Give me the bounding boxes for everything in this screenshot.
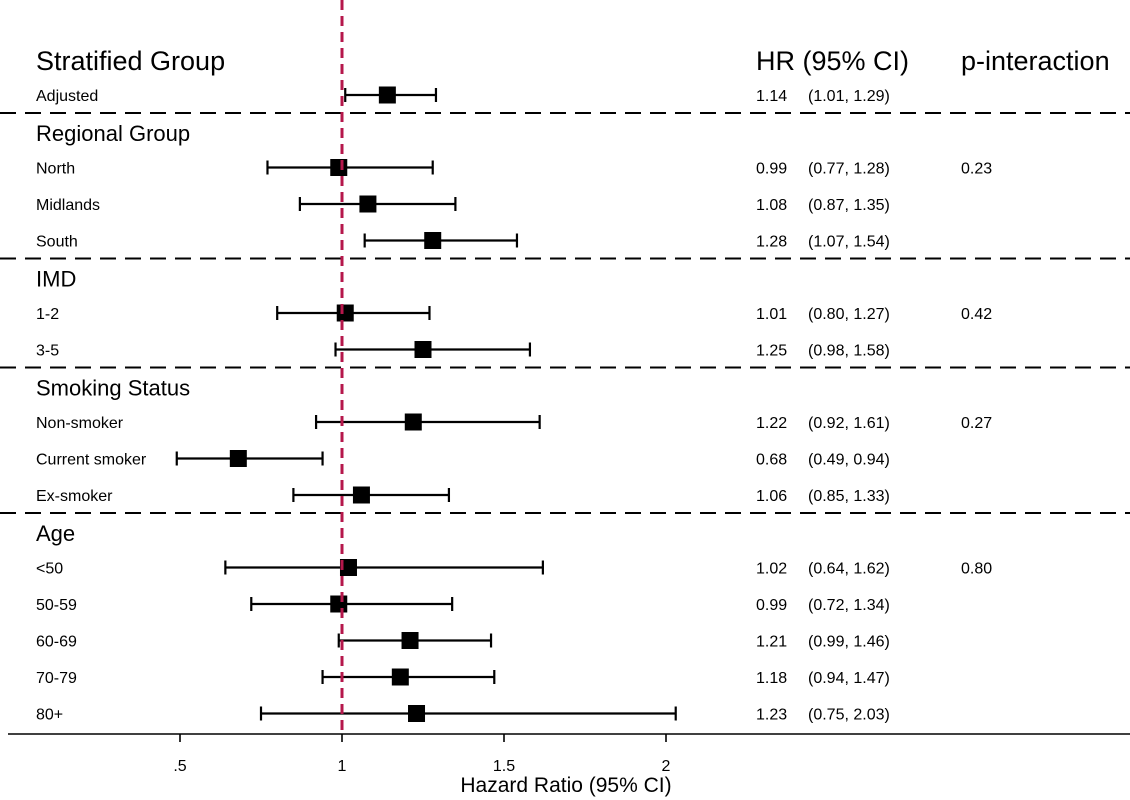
imd-3-5-row: 3-5 1.25 (0.98, 1.58) (36, 341, 890, 360)
age-80-ci-value: (0.75, 2.03) (808, 707, 890, 724)
x-tick-label: 1 (338, 758, 347, 775)
age-60-69-point (401, 632, 419, 649)
age-70-79-point (391, 668, 409, 686)
regional-group-north-ci-value: (0.77, 1.28) (808, 161, 890, 178)
header-stratified-group: Stratified Group (36, 46, 225, 76)
smoking-status-current-smoker-row: Current smoker 0.68 (0.49, 0.94) (36, 450, 890, 469)
age-60-69-label: 60-69 (36, 634, 77, 651)
smoking-status-ex-smoker-row: Ex-smoker 1.06 (0.85, 1.33) (36, 486, 890, 505)
adjusted-label: Adjusted (36, 88, 98, 105)
header-p-interaction: p-interaction (961, 46, 1110, 76)
age-50-59-ci-value: (0.72, 1.34) (808, 597, 890, 614)
rows-layer: Adjusted 1.14 (1.01, 1.29) Regional Group No… (0, 0, 1130, 734)
smoking-status-non-smoker-ci-value: (0.92, 1.61) (808, 415, 890, 432)
age-70-79-hr-value: 1.18 (756, 670, 787, 687)
smoking-status-non-smoker-point (404, 413, 422, 431)
imd-1-2-point (336, 304, 354, 322)
age-50-label: <50 (36, 561, 63, 578)
smoking-status-ex-smoker-hr-value: 1.06 (756, 488, 787, 505)
imd-1-2-hr-value: 1.01 (756, 306, 787, 323)
adjusted-hr-value: 1.14 (756, 88, 787, 105)
smoking-status-current-smoker-hr-value: 0.68 (756, 452, 787, 469)
group-title-imd: IMD (36, 267, 76, 292)
smoking-status-ex-smoker-ci-value: (0.85, 1.33) (808, 488, 890, 505)
age-70-79-label: 70-79 (36, 670, 77, 687)
age-70-79-row: 70-79 1.18 (0.94, 1.47) (36, 668, 890, 687)
regional-group-midlands-row: Midlands 1.08 (0.87, 1.35) (36, 195, 890, 214)
age-70-79-ci-value: (0.94, 1.47) (808, 670, 890, 687)
age-80-point (408, 705, 426, 722)
x-axis-title: Hazard Ratio (95% CI) (460, 774, 671, 797)
imd-3-5-label: 3-5 (36, 343, 59, 360)
x-axis: .5 1 1.5 2 (8, 733, 1130, 775)
smoking-status-current-smoker-point (229, 450, 247, 467)
age-50-59-label: 50-59 (36, 597, 77, 614)
regional-group-midlands-label: Midlands (36, 197, 100, 214)
age-80-hr-value: 1.23 (756, 707, 787, 724)
imd-1-2-p-interaction: 0.42 (961, 306, 992, 323)
header-hr-ci: HR (95% CI) (756, 46, 909, 76)
age-50-point (339, 559, 357, 576)
regional-group-south-row: South 1.28 (1.07, 1.54) (36, 232, 890, 251)
age-50-row: <50 1.02 (0.64, 1.62) 0.80 (36, 559, 992, 578)
smoking-status-non-smoker-hr-value: 1.22 (756, 415, 787, 432)
group-title-regional-group: Regional Group (36, 121, 190, 146)
regional-group-north-point (330, 159, 348, 176)
group-title-age: Age (36, 521, 75, 546)
smoking-status-non-smoker-row: Non-smoker 1.22 (0.92, 1.61) 0.27 (36, 413, 992, 432)
regional-group-south-point (424, 232, 442, 249)
smoking-status-current-smoker-ci-value: (0.49, 0.94) (808, 452, 890, 469)
adjusted-point (378, 86, 396, 104)
regional-group-north-row: North 0.99 (0.77, 1.28) 0.23 (36, 159, 992, 178)
age-60-69-row: 60-69 1.21 (0.99, 1.46) (36, 632, 890, 651)
age-80-row: 80+ 1.23 (0.75, 2.03) (36, 705, 890, 724)
adjusted-ci-value: (1.01, 1.29) (808, 88, 890, 105)
x-tick-label: 1.5 (493, 758, 515, 775)
age-50-59-hr-value: 0.99 (756, 597, 787, 614)
age-50-59-row: 50-59 0.99 (0.72, 1.34) (36, 595, 890, 614)
age-60-69-ci-value: (0.99, 1.46) (808, 634, 890, 651)
x-tick-label: 2 (662, 758, 671, 775)
imd-3-5-ci-value: (0.98, 1.58) (808, 343, 890, 360)
age-50-ci-value: (0.64, 1.62) (808, 561, 890, 578)
imd-1-2-label: 1-2 (36, 306, 59, 323)
regional-group-south-hr-value: 1.28 (756, 234, 787, 251)
smoking-status-non-smoker-p-interaction: 0.27 (961, 415, 992, 432)
imd-3-5-hr-value: 1.25 (756, 343, 787, 360)
regional-group-midlands-point (359, 195, 377, 213)
smoking-status-ex-smoker-point (352, 486, 370, 504)
adjusted-row: Adjusted 1.14 (1.01, 1.29) (36, 86, 890, 105)
age-60-69-hr-value: 1.21 (756, 634, 787, 651)
age-50-p-interaction: 0.80 (961, 561, 992, 578)
smoking-status-non-smoker-label: Non-smoker (36, 415, 124, 432)
regional-group-south-label: South (36, 234, 78, 251)
imd-3-5-point (414, 341, 432, 358)
regional-group-midlands-ci-value: (0.87, 1.35) (808, 197, 890, 214)
regional-group-midlands-hr-value: 1.08 (756, 197, 787, 214)
age-80-label: 80+ (36, 707, 63, 724)
imd-1-2-ci-value: (0.80, 1.27) (808, 306, 890, 323)
regional-group-north-label: North (36, 161, 75, 178)
regional-group-south-ci-value: (1.07, 1.54) (808, 234, 890, 251)
group-title-smoking-status: Smoking Status (36, 376, 190, 401)
regional-group-north-hr-value: 0.99 (756, 161, 787, 178)
regional-group-north-p-interaction: 0.23 (961, 161, 992, 178)
age-50-hr-value: 1.02 (756, 561, 787, 578)
x-tick-label: .5 (173, 758, 186, 775)
imd-1-2-row: 1-2 1.01 (0.80, 1.27) 0.42 (36, 304, 992, 323)
smoking-status-current-smoker-label: Current smoker (36, 452, 147, 469)
age-50-59-point (330, 595, 348, 613)
smoking-status-ex-smoker-label: Ex-smoker (36, 488, 113, 505)
